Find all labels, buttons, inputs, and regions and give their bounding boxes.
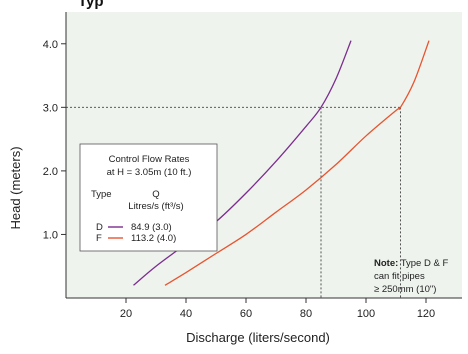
legend-entry-f-type: F (96, 233, 102, 244)
legend-col-type: Type (91, 189, 112, 200)
y-axis-ticks: 1.0 2.0 3.0 4.0 (43, 39, 66, 241)
legend-col-q: Q (152, 189, 159, 200)
note-line2: can fit pipes (374, 271, 425, 282)
x-tick-label: 120 (417, 308, 435, 320)
legend-box (79, 143, 218, 252)
x-tick-label: 100 (357, 308, 375, 320)
x-tick-label: 40 (180, 308, 192, 320)
note-annotation: Note: Type D & F can fit pipes ≥ 250mm (… (374, 258, 448, 295)
series-line-f (164, 40, 430, 286)
note-bold-label: Note: (374, 258, 398, 269)
legend-col-q-units: Litres/s (ft³/s) (128, 201, 183, 212)
x-axis-label: Discharge (liters/second) (186, 330, 330, 345)
note-text-line1: Type D & F (398, 258, 448, 269)
y-tick-label: 2.0 (43, 166, 58, 178)
legend-entry-f-value: 113.2 (4.0) (131, 233, 176, 244)
y-tick-label: 3.0 (43, 102, 58, 114)
legend: Control Flow Rates at H = 3.05m (10 ft.)… (79, 143, 218, 252)
note-line3: ≥ 250mm (10") (374, 284, 436, 295)
x-tick-label: 20 (120, 308, 132, 320)
legend-title-line2: at H = 3.05m (10 ft.) (107, 167, 192, 178)
series-layer (133, 40, 430, 286)
x-tick-label: 80 (300, 308, 312, 320)
y-axis-label: Head (meters) (8, 146, 23, 229)
note-line1: Note: Type D & F (374, 258, 448, 269)
x-tick-label: 60 (240, 308, 252, 320)
y-tick-label: 1.0 (43, 229, 58, 241)
y-tick-label: 4.0 (43, 39, 58, 51)
series-line-d (133, 40, 352, 286)
x-axis-ticks: 20 40 60 80 100 120 (120, 298, 435, 320)
legend-entry-d-value: 84.9 (3.0) (131, 222, 172, 233)
chart-title: Typ (78, 0, 104, 10)
legend-title-line1: Control Flow Rates (109, 154, 190, 165)
legend-entry-d-type: D (96, 222, 103, 233)
